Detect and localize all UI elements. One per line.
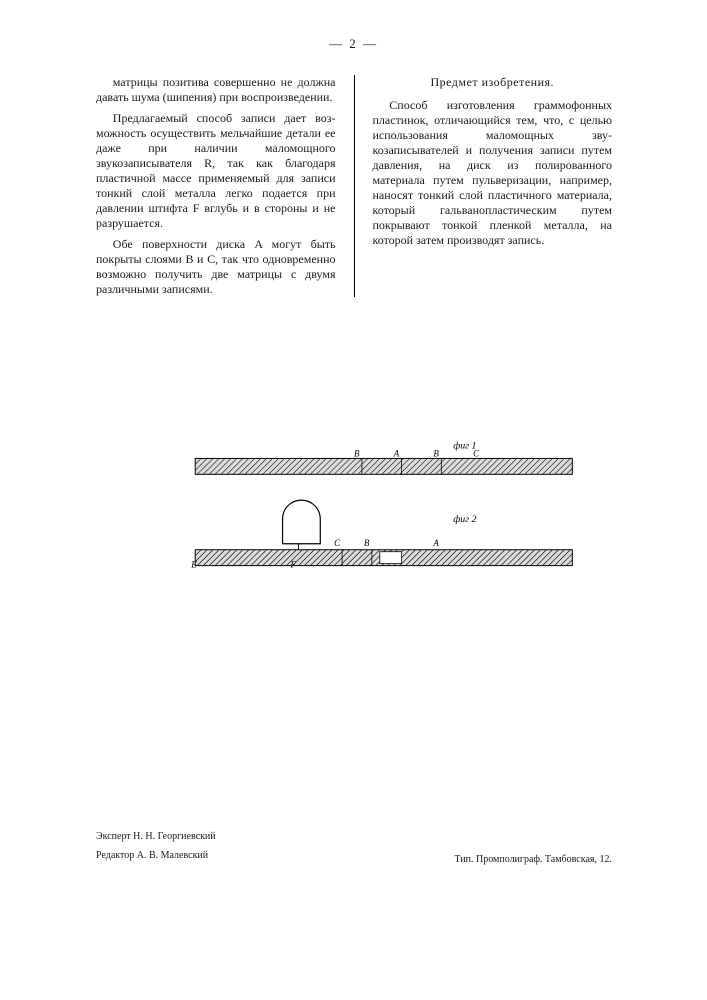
body-paragraph: Предлагаемый способ записи дает воз­можн…: [96, 111, 336, 231]
svg-text:C: C: [473, 448, 480, 458]
svg-text:B: B: [433, 448, 439, 458]
expert-line: Эксперт Н. Н. Георгиевский: [96, 827, 216, 846]
right-column: Предмет изобретения. Способ изготовления…: [373, 75, 613, 297]
two-column-text: матрицы позитива совершенно не должна да…: [96, 75, 612, 297]
svg-text:F: F: [289, 560, 296, 570]
body-paragraph: Способ изготовления граммофонных пластин…: [373, 98, 613, 248]
footer-right: Тип. Промполиграф. Тамбовская, 12.: [454, 854, 612, 865]
body-paragraph: Обе поверхности диска A могут быть покры…: [96, 237, 336, 297]
figure-2-horn: [283, 500, 321, 544]
figure-2-label: фиг 2: [453, 514, 476, 525]
figures: фиг 1 BABC фиг 2 EFCBA: [96, 400, 612, 630]
svg-text:A: A: [393, 448, 400, 458]
column-rule: [354, 75, 355, 297]
page-number: — 2 —: [0, 36, 707, 52]
svg-text:B: B: [354, 448, 360, 458]
body-paragraph: матрицы позитива совершенно не должна да…: [96, 75, 336, 105]
left-column: матрицы позитива совершенно не должна да…: [96, 75, 336, 297]
subject-title: Предмет изобретения.: [373, 75, 613, 90]
svg-text:B: B: [364, 538, 370, 548]
svg-text:A: A: [432, 538, 439, 548]
editor-line: Редактор А. В. Малевский: [96, 846, 216, 865]
svg-text:E: E: [190, 560, 197, 570]
imprint-line: Тип. Промполиграф. Тамбовская, 12.: [454, 854, 612, 865]
figure-2-center-box: [380, 552, 402, 564]
figure-svg: фиг 1 BABC фиг 2 EFCBA: [96, 400, 612, 630]
footer-left: Эксперт Н. Н. Георгиевский Редактор А. В…: [96, 827, 216, 865]
svg-text:C: C: [334, 538, 341, 548]
page: — 2 — матрицы позитива совершенно не дол…: [0, 0, 707, 1000]
